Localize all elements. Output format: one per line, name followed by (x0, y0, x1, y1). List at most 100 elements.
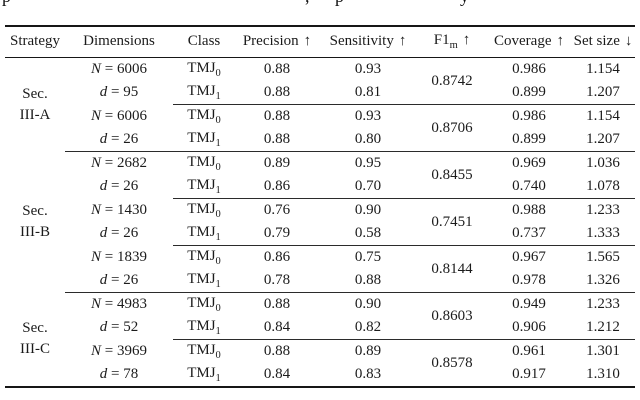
coverage-value: 0.986 (512, 108, 546, 124)
sensitivity-value: 0.90 (354, 202, 382, 218)
class-subscript: 1 (215, 91, 221, 102)
sensitivity-value: 0.82 (319, 316, 417, 340)
precision-value: 0.86 (263, 249, 291, 265)
dimensions-cell: N = 3969 (65, 340, 173, 364)
column-header-dimensions: Dimensions (65, 26, 173, 58)
column-header-strategy: Strategy (5, 26, 65, 58)
dimension-value: = 1839 (104, 248, 147, 265)
coverage-value: 0.967 (512, 249, 546, 265)
up-arrow-icon: ↑ (556, 33, 564, 49)
dimensions-cell: N = 1430 (65, 199, 173, 223)
class-label: TMJ (187, 248, 216, 264)
class-subscript: 0 (215, 68, 221, 79)
results-table: Strategy Dimensions Class Precision ↑ Sensiti… (5, 25, 635, 388)
coverage-value: 0.740 (487, 175, 571, 199)
dimensions-cell: N = 6006 (65, 105, 173, 129)
coverage-value: 0.988 (512, 202, 546, 218)
precision-value: 0.84 (263, 366, 291, 382)
dimensions-cell: d = 78 (65, 363, 173, 387)
class-cell: TMJ0 (173, 246, 235, 270)
class-subscript: 1 (215, 373, 221, 384)
strategy-cell: Sec. III-A (5, 58, 65, 152)
table-row: d = 26 TMJ1 0.86 0.70 0.740 1.078 (5, 175, 635, 199)
dimension-value: = 95 (111, 84, 139, 101)
class-subscript: 0 (215, 350, 221, 361)
class-cell: TMJ0 (173, 58, 235, 82)
dimension-variable: d (99, 272, 108, 288)
up-arrow-icon: ↑ (462, 32, 471, 48)
precision-value: 0.86 (235, 175, 319, 199)
dimension-value: = 6006 (104, 107, 147, 124)
coverage-value: 0.737 (487, 222, 571, 246)
dimensions-cell: d = 26 (65, 222, 173, 246)
clipped-caption-fragment: y (460, 0, 469, 7)
table-row: N = 3969 TMJ0 0.88 0.89 0.8578 0.961 1.301 (5, 340, 635, 371)
dimension-variable: N (91, 201, 102, 218)
sensitivity-value: 0.81 (319, 81, 417, 105)
strategy-cell: Sec. III-C (5, 293, 65, 388)
header-row: Strategy Dimensions Class Precision ↑ Sensiti… (5, 26, 635, 58)
f1-value: 0.8578 (431, 354, 473, 371)
class-subscript: 1 (215, 185, 221, 196)
f1-value: 0.8455 (417, 151, 487, 199)
coverage-value: 0.986 (512, 61, 546, 77)
class-subscript: 1 (215, 232, 221, 243)
precision-value: 0.84 (235, 316, 319, 340)
class-label: TMJ (187, 177, 216, 193)
set-size-value: 1.565 (586, 249, 620, 265)
dimensions-cell: d = 26 (65, 175, 173, 199)
sensitivity-value: 0.93 (354, 61, 382, 77)
table-row: Sec. III-B N = 2682 TMJ0 0.89 0.95 0.8455 0.969… (5, 151, 635, 240)
table-row: N = 1839 TMJ0 0.86 0.75 0.8144 0.967 1.565 (5, 245, 635, 293)
precision-value: 0.78 (235, 269, 319, 293)
f1-value: 0.8706 (417, 104, 487, 152)
header-label: Strategy (10, 33, 60, 49)
table-row: d = 26 TMJ1 0.88 0.80 0.899 1.207 (5, 128, 635, 152)
set-size-value: 1.154 (586, 108, 620, 124)
class-subscript: 1 (215, 279, 221, 290)
f1-value: 0.8742 (417, 57, 487, 105)
precision-value: 0.88 (263, 296, 291, 312)
f1-value: 0.8144 (417, 245, 487, 293)
dimensions-cell: d = 26 (65, 269, 173, 293)
precision-value: 0.88 (235, 81, 319, 105)
class-label: TMJ (187, 107, 216, 123)
class-cell: TMJ1 (173, 175, 235, 199)
class-subscript: 0 (215, 115, 221, 126)
class-cell: TMJ0 (173, 340, 235, 364)
header-label: F1 (433, 32, 450, 48)
strategy-label-line: III-A (19, 106, 51, 123)
strategy-label-line: III-C (20, 341, 50, 358)
clipped-caption-fragment: , (305, 0, 310, 7)
coverage-value: 0.899 (487, 128, 571, 152)
up-arrow-icon: ↑ (303, 33, 312, 49)
table-row: d = 26 TMJ1 0.78 0.88 0.978 1.326 (5, 269, 635, 293)
strategy-label-line: Sec. (22, 203, 48, 219)
dimension-value: = 26 (111, 225, 139, 242)
precision-value: 0.79 (235, 222, 319, 246)
header-label: Class (187, 33, 221, 49)
class-label: TMJ (187, 342, 216, 358)
set-size-value: 1.207 (571, 128, 635, 152)
f1-value: 0.7451 (417, 198, 487, 246)
class-label: TMJ (187, 365, 216, 381)
coverage-value: 0.906 (487, 316, 571, 340)
class-subscript: 0 (215, 162, 221, 173)
class-subscript: 1 (215, 138, 221, 149)
class-subscript: 0 (215, 256, 221, 267)
strategy-cell: Sec. III-B (5, 152, 65, 293)
dimensions-cell: N = 6006 (65, 58, 173, 82)
column-header-precision: Precision ↑ (235, 26, 319, 58)
class-cell: TMJ0 (173, 199, 235, 223)
table-row: Sec. III-C N = 4983 TMJ0 0.88 0.90 0.8603 0.949… (5, 292, 635, 357)
dimensions-cell: d = 26 (65, 128, 173, 152)
strategy-label-line: Sec. (22, 320, 48, 337)
precision-value: 0.76 (263, 202, 291, 218)
dimension-value: = 4983 (104, 296, 147, 312)
set-size-value: 1.036 (586, 155, 620, 171)
sensitivity-value: 0.95 (354, 155, 382, 171)
dimension-variable: N (91, 248, 102, 265)
dimension-variable: d (99, 319, 108, 336)
dimension-variable: N (91, 296, 102, 312)
